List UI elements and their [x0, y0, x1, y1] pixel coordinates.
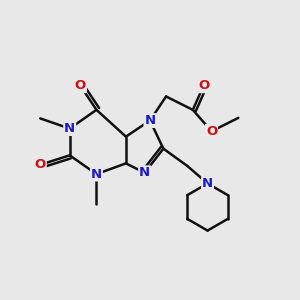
- Text: N: N: [139, 166, 150, 179]
- Text: O: O: [75, 79, 86, 92]
- Text: N: N: [91, 168, 102, 181]
- Text: N: N: [144, 114, 156, 127]
- Text: O: O: [206, 125, 217, 138]
- Text: O: O: [34, 158, 46, 171]
- Text: N: N: [202, 177, 213, 190]
- Text: N: N: [64, 122, 75, 135]
- Text: O: O: [198, 79, 209, 92]
